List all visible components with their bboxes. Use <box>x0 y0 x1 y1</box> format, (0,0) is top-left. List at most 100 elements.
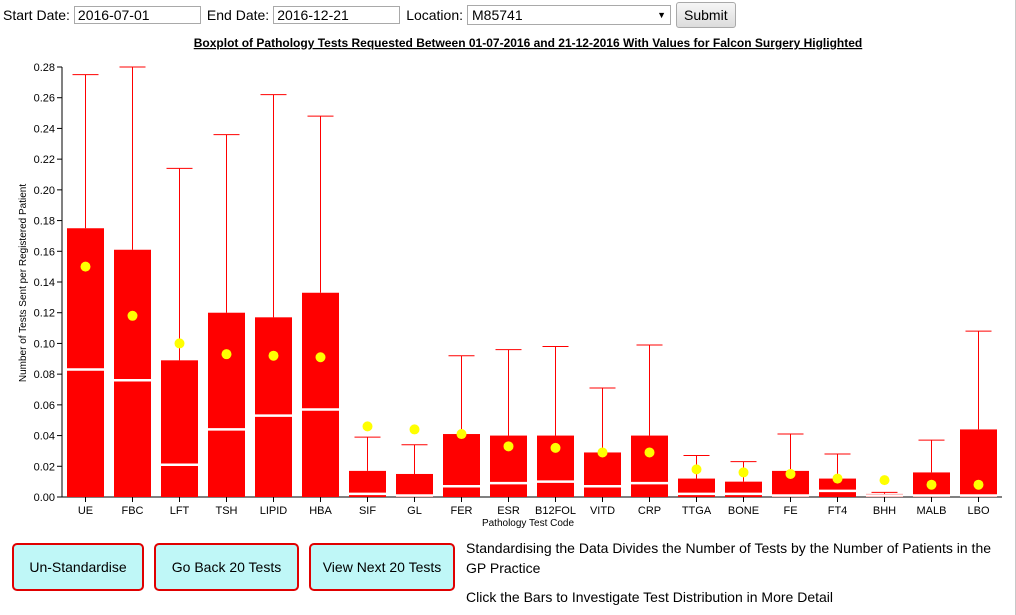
box-tsh[interactable] <box>208 134 245 497</box>
y-tick-label: 0.06 <box>34 400 55 412</box>
view-next-button[interactable]: View Next 20 Tests <box>309 543 455 591</box>
unstandardise-button[interactable]: Un-Standardise <box>12 543 144 591</box>
y-tick-label: 0.12 <box>34 308 55 320</box>
box-body <box>255 317 292 497</box>
box-ue[interactable] <box>67 74 104 497</box>
box-esr[interactable] <box>490 349 527 497</box>
y-tick-label: 0.20 <box>34 185 55 197</box>
end-date-input[interactable] <box>273 6 401 24</box>
practice-value-dot <box>926 479 937 490</box>
boxes-group <box>67 66 997 498</box>
box-ttga[interactable] <box>678 455 715 497</box>
practice-value-dot <box>879 475 890 486</box>
box-malb[interactable] <box>913 439 950 497</box>
box-body <box>819 478 856 497</box>
x-axis: UE FBC LFT TSH LIPID HBA SIF GL FER ESR B12FOL VITD… <box>62 496 1002 517</box>
box-lft[interactable] <box>161 167 198 497</box>
box-hba[interactable] <box>302 115 339 497</box>
location-select[interactable]: M85741 ▼ <box>467 5 672 25</box>
box-vitd[interactable] <box>584 387 621 497</box>
y-tick-label: 0.22 <box>34 154 55 166</box>
box-body <box>396 473 433 497</box>
standardise-info-text: Standardising the Data Divides the Numbe… <box>466 540 992 576</box>
click-bars-info-text: Click the Bars to Investigate Test Distr… <box>466 589 834 605</box>
box-fe[interactable] <box>772 433 809 497</box>
x-tick-label-lft: LFT <box>170 505 190 517</box>
practice-value-dot <box>362 421 373 432</box>
y-tick-label: 0.02 <box>34 461 55 473</box>
box-body <box>114 249 151 497</box>
y-tick-label: 0.26 <box>34 93 55 105</box>
x-tick-label-lipid: LIPID <box>260 505 288 517</box>
box-body <box>67 228 104 497</box>
y-tick-label: 0.04 <box>34 431 55 443</box>
box-b12fol[interactable] <box>537 346 574 498</box>
submit-button[interactable]: Submit <box>676 2 736 28</box>
practice-value-dot <box>973 479 984 490</box>
y-axis: 0.00 0.02 0.04 0.06 0.08 0.10 0.12 0.14 0.16 0.18… <box>34 62 63 504</box>
y-tick-label: 0.24 <box>34 123 55 135</box>
x-tick-label-sif: SIF <box>359 505 376 517</box>
x-tick-label-ttga: TTGA <box>682 505 712 517</box>
y-tick-label: 0.10 <box>34 338 55 350</box>
x-tick-label-hba: HBA <box>309 505 332 517</box>
box-crp[interactable] <box>631 344 668 497</box>
box-body <box>631 435 668 497</box>
practice-value-dot <box>738 467 749 478</box>
box-fbc[interactable] <box>114 66 151 497</box>
box-body <box>443 434 480 497</box>
x-tick-label-vitd: VITD <box>590 505 615 517</box>
practice-value-dot <box>503 441 514 452</box>
x-tick-label-gl: GL <box>407 505 422 517</box>
box-body <box>302 292 339 497</box>
box-body <box>678 478 715 497</box>
x-tick-label-malb: MALB <box>917 505 947 517</box>
x-tick-label-ue: UE <box>78 505 93 517</box>
practice-value-dot <box>174 338 185 349</box>
filter-form: Start Date: End Date: Location: M85741 ▼… <box>3 2 736 28</box>
y-tick-label: 0.28 <box>34 62 55 74</box>
x-tick-label-lbo: LBO <box>967 505 989 517</box>
box-body <box>208 312 245 497</box>
x-tick-label-fer: FER <box>451 505 473 517</box>
box-body <box>161 360 198 497</box>
practice-value-dot <box>691 464 702 475</box>
x-tick-label-b12fol: B12FOL <box>535 505 576 517</box>
box-lipid[interactable] <box>255 94 292 497</box>
start-date-label: Start Date: <box>3 7 70 23</box>
practice-value-dot <box>80 261 91 272</box>
box-bone[interactable] <box>725 461 762 497</box>
practice-value-dot <box>456 429 467 440</box>
practice-value-dot <box>644 447 655 458</box>
y-tick-label: 0.14 <box>34 277 55 289</box>
chevron-down-icon: ▼ <box>657 10 667 20</box>
practice-value-dot <box>409 424 420 435</box>
x-tick-label-crp: CRP <box>638 505 661 517</box>
practice-value-dot <box>221 349 232 360</box>
boxplot-chart: Boxplot of Pathology Tests Requested Bet… <box>18 36 1002 529</box>
box-gl[interactable] <box>396 424 433 497</box>
box-bhh[interactable] <box>866 475 903 497</box>
practice-value-dot <box>315 352 326 363</box>
go-back-button[interactable]: Go Back 20 Tests <box>154 543 299 591</box>
end-date-label: End Date: <box>206 7 270 23</box>
y-tick-label: 0.18 <box>34 216 55 228</box>
practice-value-dot <box>550 442 561 453</box>
box-sif[interactable] <box>349 421 386 497</box>
box-fer[interactable] <box>443 355 480 497</box>
practice-value-dot <box>597 447 608 458</box>
x-tick-label-bhh: BHH <box>873 505 896 517</box>
y-tick-label: 0.16 <box>34 246 55 258</box>
box-ft4[interactable] <box>819 453 856 497</box>
y-tick-label: 0.00 <box>34 492 55 504</box>
x-tick-label-fe: FE <box>783 505 797 517</box>
x-tick-label-esr: ESR <box>497 505 520 517</box>
location-label: Location: <box>406 7 464 23</box>
box-body <box>349 470 386 497</box>
box-lbo[interactable] <box>960 330 997 497</box>
practice-value-dot <box>832 473 843 484</box>
practice-value-dot <box>268 350 279 361</box>
practice-value-dot <box>785 468 796 479</box>
y-tick-label: 0.08 <box>34 369 55 381</box>
start-date-input[interactable] <box>73 6 201 24</box>
